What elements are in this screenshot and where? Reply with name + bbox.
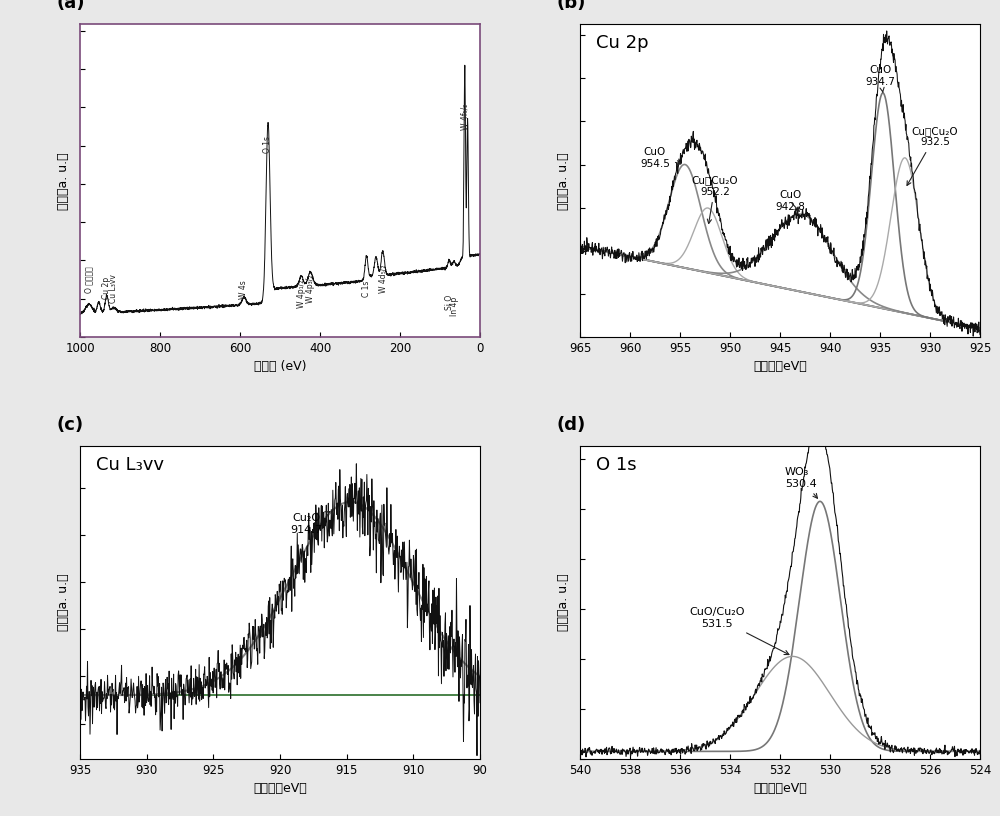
X-axis label: 结合能（eV）: 结合能（eV）: [253, 783, 307, 796]
Text: CuO
954.5: CuO 954.5: [640, 147, 681, 169]
Text: Cu L₃vv: Cu L₃vv: [96, 456, 164, 474]
Text: O 俄歇电子: O 俄歇电子: [84, 266, 93, 293]
Text: W 4p₃/₂: W 4p₃/₂: [306, 275, 315, 304]
Text: W 4f₅/₂: W 4f₅/₂: [460, 104, 469, 131]
Text: Cu及Cu₂O
932.5: Cu及Cu₂O 932.5: [907, 126, 958, 185]
Text: W 4d₅/₂: W 4d₅/₂: [378, 264, 387, 293]
Text: CuO
942.8: CuO 942.8: [775, 190, 805, 212]
Text: (b): (b): [556, 0, 585, 12]
X-axis label: 结合能（eV）: 结合能（eV）: [753, 361, 807, 374]
Text: O 1s: O 1s: [264, 136, 272, 153]
Y-axis label: 强度（a. u.）: 强度（a. u.）: [57, 152, 70, 210]
Text: Cu及Cu₂O
952.2: Cu及Cu₂O 952.2: [692, 175, 738, 224]
Text: CuO
934.7: CuO 934.7: [865, 65, 895, 92]
Text: Cu 2p: Cu 2p: [102, 277, 111, 299]
Text: Cu 2p: Cu 2p: [596, 33, 649, 52]
Text: Cu L₃vv: Cu L₃vv: [109, 274, 118, 304]
Y-axis label: 强度（a. u.）: 强度（a. u.）: [557, 152, 570, 210]
Text: W 4p₁/₂: W 4p₁/₂: [297, 280, 306, 308]
Text: O 1s: O 1s: [596, 456, 637, 474]
Text: C 1s: C 1s: [362, 281, 371, 297]
Y-axis label: 强度（a. u.）: 强度（a. u.）: [557, 574, 570, 632]
Text: In 4p: In 4p: [450, 296, 459, 316]
Text: (c): (c): [56, 416, 83, 434]
Text: CuO/Cu₂O
531.5: CuO/Cu₂O 531.5: [690, 607, 789, 654]
Text: WO₃
530.4: WO₃ 530.4: [785, 468, 817, 499]
Text: W 4s: W 4s: [240, 280, 248, 299]
X-axis label: 结合能 (eV): 结合能 (eV): [254, 361, 306, 374]
Y-axis label: 强度（a. u.）: 强度（a. u.）: [57, 574, 70, 632]
Text: (a): (a): [56, 0, 84, 12]
Text: (d): (d): [556, 416, 585, 434]
Text: Cu₂O
914.7: Cu₂O 914.7: [291, 512, 330, 534]
X-axis label: 结合能（eV）: 结合能（eV）: [753, 783, 807, 796]
Text: Si O: Si O: [445, 295, 454, 310]
